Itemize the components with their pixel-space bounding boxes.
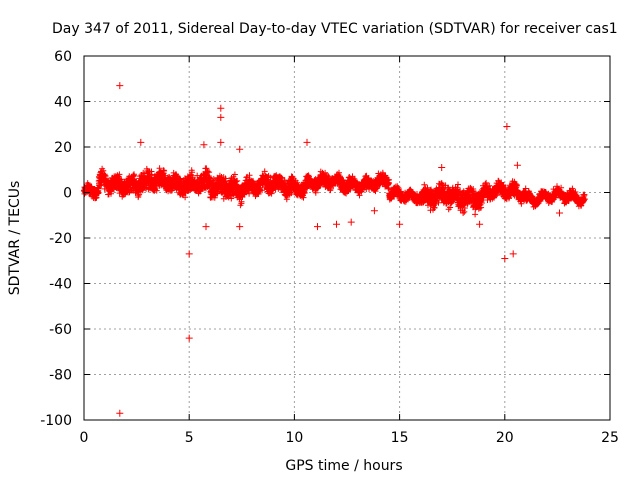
y-tick-label: 40 xyxy=(54,95,72,111)
outlier-point xyxy=(217,138,225,146)
data-point xyxy=(148,171,155,178)
data-point xyxy=(238,198,245,205)
data-point xyxy=(305,172,312,179)
y-tick-label: 60 xyxy=(54,49,72,65)
outlier-point xyxy=(202,223,210,231)
outlier-point xyxy=(303,138,311,146)
y-tick-label: -60 xyxy=(49,322,72,338)
data-point xyxy=(131,172,138,179)
outlier-point xyxy=(396,220,404,228)
y-tick-label: 20 xyxy=(54,140,72,156)
y-axis-title: SDTVAR / TECUs xyxy=(7,181,23,296)
data-point xyxy=(294,179,301,186)
x-tick-label: 20 xyxy=(496,430,514,446)
y-tick-label: -20 xyxy=(49,231,72,247)
outlier-point xyxy=(347,218,355,226)
x-tick-label: 15 xyxy=(391,430,409,446)
data-point xyxy=(421,181,428,188)
data-points xyxy=(81,82,588,417)
outlier-point xyxy=(503,123,511,130)
grid-lines xyxy=(84,56,610,420)
outlier-point xyxy=(370,207,378,215)
chart-title: Day 347 of 2011, Sidereal Day-to-day VTE… xyxy=(52,21,618,37)
outlier-point xyxy=(200,141,208,149)
outlier-point xyxy=(314,223,321,231)
data-point xyxy=(472,211,479,218)
x-tick-label: 25 xyxy=(601,430,619,446)
outlier-point xyxy=(217,104,225,112)
outlier-point xyxy=(236,223,244,231)
data-point xyxy=(231,171,238,178)
outlier-point xyxy=(116,82,124,90)
data-point xyxy=(206,169,213,176)
data-point xyxy=(222,175,229,182)
data-point xyxy=(228,195,235,202)
tick-labels: 0 5 10 15 20 25 60 40 20 0 -20 -40 -60 -80 -100 xyxy=(40,49,619,446)
outlier-point xyxy=(501,255,509,262)
data-point xyxy=(312,189,319,196)
plot-frame xyxy=(83,55,611,421)
outlier-point xyxy=(438,164,446,171)
outlier-point xyxy=(513,161,521,169)
axis-ticks xyxy=(83,55,611,421)
outlier-point xyxy=(556,209,563,217)
x-tick-label: 5 xyxy=(185,430,194,446)
y-tick-label: 0 xyxy=(63,186,72,202)
outlier-point xyxy=(236,145,244,153)
y-tick-label: -40 xyxy=(49,277,72,293)
outlier-point xyxy=(476,220,484,228)
data-point xyxy=(234,177,241,184)
y-tick-label: -80 xyxy=(49,368,72,384)
x-tick-label: 0 xyxy=(80,430,89,446)
data-point xyxy=(136,191,143,198)
outlier-point xyxy=(217,113,225,121)
data-point xyxy=(189,169,196,176)
outlier-point xyxy=(137,138,145,146)
outlier-point xyxy=(185,334,193,342)
outlier-point xyxy=(509,250,517,258)
outlier-point xyxy=(116,409,124,417)
x-tick-label: 10 xyxy=(285,430,303,446)
y-tick-label: -100 xyxy=(40,413,72,429)
data-point xyxy=(100,167,107,174)
data-point xyxy=(161,167,168,174)
outlier-point xyxy=(185,250,193,258)
outlier-point xyxy=(333,220,340,228)
data-point xyxy=(153,187,160,194)
data-point xyxy=(116,171,123,178)
x-axis-title: GPS time / hours xyxy=(285,458,402,474)
data-point xyxy=(95,189,102,196)
data-point xyxy=(203,165,210,172)
data-point xyxy=(261,168,268,175)
data-point xyxy=(259,187,266,194)
data-point xyxy=(182,194,189,201)
